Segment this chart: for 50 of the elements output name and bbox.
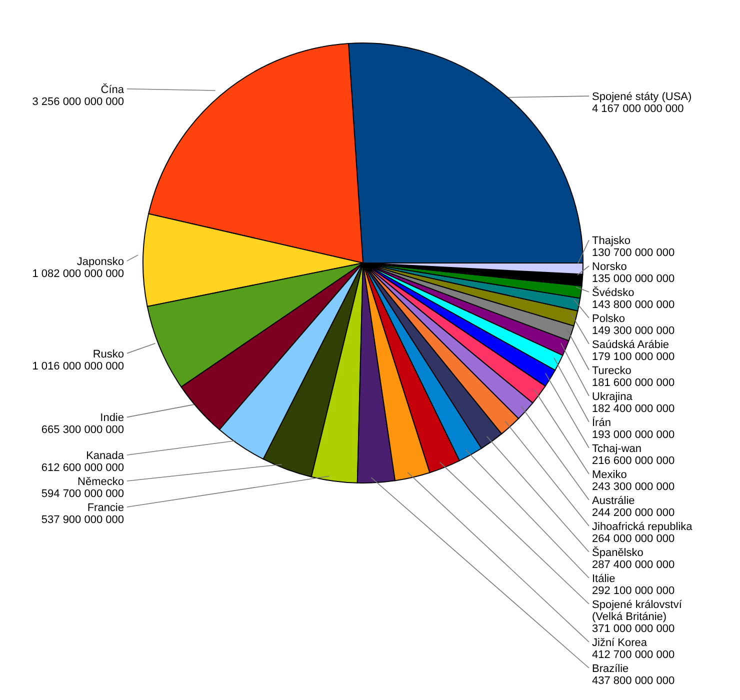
- slice-label: Japonsko: [76, 256, 124, 268]
- data-label: 182 400 000 000: [592, 403, 675, 415]
- data-label: 244 200 000 000: [592, 507, 675, 519]
- slice-label: Ukrajina: [592, 391, 634, 403]
- data-label: 612 600 000 000: [41, 462, 124, 474]
- data-label: 181 600 000 000: [592, 377, 675, 389]
- data-label: 135 000 000 000: [592, 273, 675, 285]
- slice-label: Jižní Korea: [592, 637, 648, 649]
- slice-label: Írán: [592, 416, 611, 429]
- data-label: 371 000 000 000: [592, 623, 675, 635]
- slice-label: Brazílie: [592, 663, 629, 675]
- data-label: 665 300 000 000: [41, 424, 124, 436]
- data-label: 193 000 000 000: [592, 429, 675, 441]
- slice-label: Saúdská Arábie: [592, 339, 670, 351]
- data-label: 149 300 000 000: [592, 325, 675, 337]
- data-label: 287 400 000 000: [592, 559, 675, 571]
- data-label: 243 300 000 000: [592, 481, 675, 493]
- slice-label: Thajsko: [592, 235, 631, 247]
- data-label: 130 700 000 000: [592, 247, 675, 259]
- data-label: 179 100 000 000: [592, 351, 675, 363]
- data-label: 3 256 000 000 000: [32, 96, 124, 108]
- slice-label: Jihoafrická republika: [592, 521, 694, 533]
- slice-label: Španělsko: [592, 546, 644, 559]
- data-label: 216 600 000 000: [592, 455, 675, 467]
- slice-label: Tchaj-wan: [592, 443, 642, 455]
- slice-label: Indie: [100, 412, 124, 424]
- slice-label: Německo: [78, 476, 124, 488]
- data-label: 437 800 000 000: [592, 675, 675, 687]
- data-label: 4 167 000 000 000: [592, 103, 684, 116]
- data-label: 537 900 000 000: [41, 514, 124, 526]
- data-label: 594 700 000 000: [41, 488, 124, 500]
- slice-label: Rusko: [92, 348, 124, 360]
- slice-label: Itálie: [592, 573, 616, 585]
- slice-label: Kanada: [86, 450, 125, 462]
- data-label: 1 082 000 000 000: [32, 268, 124, 280]
- slice-label: Švédsko: [592, 286, 634, 299]
- slice-label: Norsko: [592, 261, 627, 273]
- slice-label: Spojené království (Velká Británie): [592, 599, 683, 623]
- slice-label: Turecko: [592, 365, 632, 377]
- data-label: 1 016 000 000 000: [32, 360, 124, 372]
- slice-label: Polsko: [592, 313, 626, 325]
- data-label: 143 800 000 000: [592, 299, 675, 311]
- data-label: 292 100 000 000: [592, 585, 675, 597]
- slice-label: Spojené státy (USA): [592, 91, 692, 104]
- slice-label: Francie: [87, 502, 124, 514]
- slice-label: Austrálie: [592, 495, 635, 507]
- slice-label: Mexiko: [592, 469, 627, 481]
- data-label: 412 700 000 000: [592, 649, 675, 661]
- data-label: 264 000 000 000: [592, 533, 675, 545]
- slice-label: Čína: [100, 82, 125, 96]
